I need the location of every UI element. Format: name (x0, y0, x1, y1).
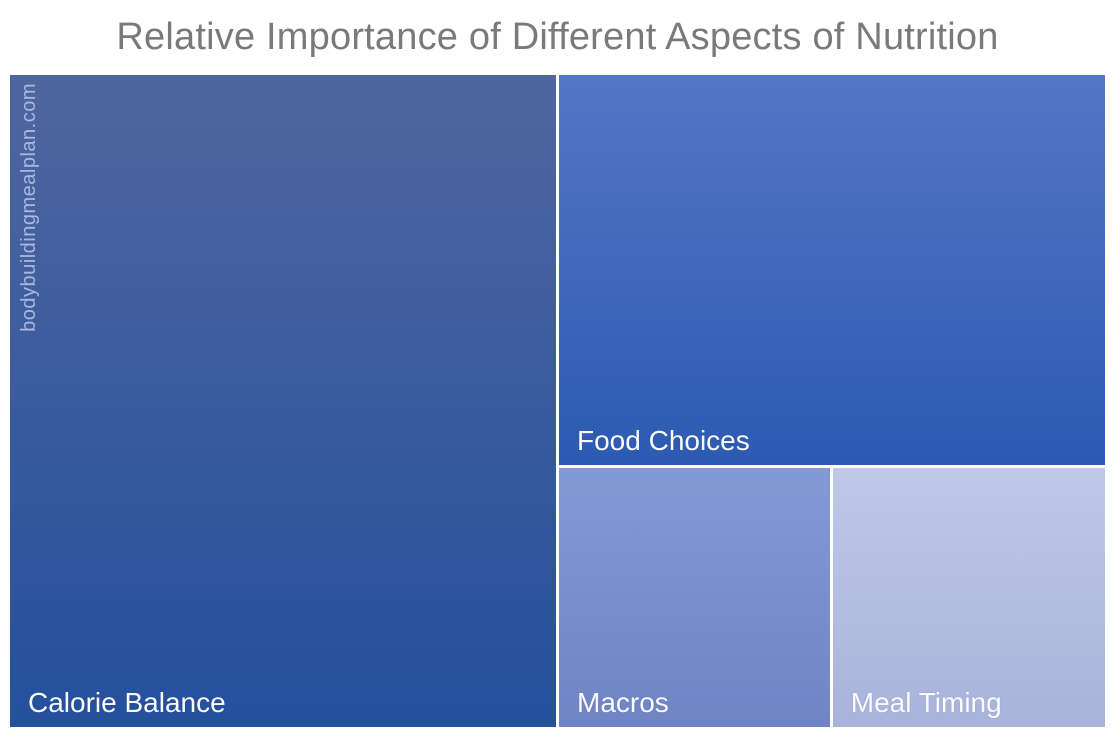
tile-label-calorie-balance: Calorie Balance (28, 687, 226, 718)
treemap-plot-area: bodybuildingmealplan.com Calorie Balance… (10, 75, 1105, 727)
watermark: bodybuildingmealplan.com (18, 83, 46, 343)
chart-title: Relative Importance of Different Aspects… (116, 16, 999, 58)
tile-label-food-choices: Food Choices (577, 424, 750, 456)
treemap-tile-meal-timing: Meal Timing (832, 467, 1105, 727)
treemap-tile-macros: Macros (559, 467, 830, 727)
treemap-tile-calorie-balance: bodybuildingmealplan.com Calorie Balance (10, 75, 556, 727)
tile-label-macros: Macros (577, 686, 669, 718)
tile-label-meal-timing: Meal Timing (850, 686, 1002, 718)
treemap-tile-food-choices: Food Choices (559, 75, 1105, 465)
watermark-text: bodybuildingmealplan.com (18, 83, 40, 332)
